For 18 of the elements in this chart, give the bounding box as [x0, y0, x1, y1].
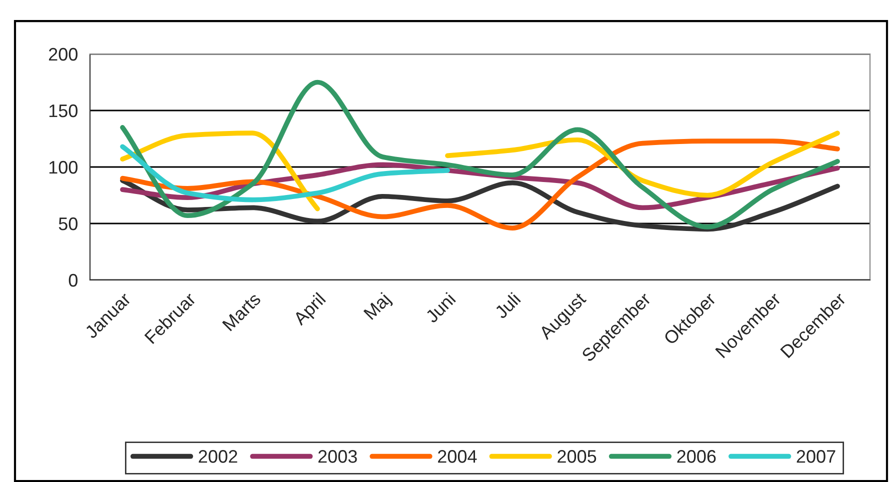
- legend-label: 2004: [438, 450, 477, 463]
- legend-label: 2003: [318, 450, 357, 463]
- legend-label: 2007: [796, 450, 836, 463]
- legend-label: 2005: [558, 450, 596, 463]
- legend-label: 2002: [198, 450, 238, 463]
- y-tick-label: 100: [49, 160, 78, 174]
- line-series: [120, 80, 840, 230]
- x-tick-label: Juni: [424, 292, 456, 324]
- y-tick-label: 50: [58, 217, 78, 230]
- y-tick-label: 0: [68, 274, 78, 287]
- line-series: [120, 144, 450, 202]
- line-series: [120, 138, 840, 230]
- legend-label: 2006: [677, 450, 716, 463]
- x-tick-label: Juli: [494, 292, 522, 320]
- x-tick-label: Maj: [362, 292, 394, 323]
- y-tick-label: 150: [49, 104, 78, 118]
- line-series: [120, 178, 840, 232]
- y-tick-label: 200: [48, 48, 78, 61]
